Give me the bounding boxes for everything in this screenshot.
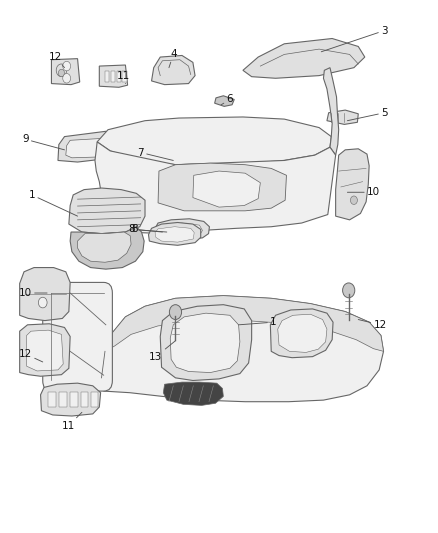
Polygon shape bbox=[278, 314, 327, 352]
Circle shape bbox=[58, 69, 64, 77]
Polygon shape bbox=[20, 324, 70, 376]
Polygon shape bbox=[58, 131, 120, 162]
Polygon shape bbox=[193, 171, 260, 207]
Text: 13: 13 bbox=[149, 341, 176, 361]
Polygon shape bbox=[170, 313, 240, 373]
Text: 1: 1 bbox=[28, 190, 78, 216]
Text: 11: 11 bbox=[117, 70, 130, 84]
Polygon shape bbox=[105, 296, 384, 351]
Polygon shape bbox=[160, 305, 252, 381]
Polygon shape bbox=[148, 222, 201, 245]
Polygon shape bbox=[69, 188, 145, 233]
Text: 12: 12 bbox=[49, 52, 64, 68]
Polygon shape bbox=[95, 142, 336, 233]
Polygon shape bbox=[323, 68, 339, 155]
Polygon shape bbox=[215, 96, 234, 107]
Polygon shape bbox=[243, 38, 365, 78]
Bar bbox=[117, 71, 121, 82]
Circle shape bbox=[63, 61, 71, 71]
Circle shape bbox=[220, 140, 236, 159]
Polygon shape bbox=[78, 232, 131, 262]
Polygon shape bbox=[155, 219, 209, 240]
Text: 10: 10 bbox=[19, 288, 47, 298]
Text: 4: 4 bbox=[169, 50, 177, 68]
Polygon shape bbox=[327, 110, 358, 124]
Polygon shape bbox=[97, 117, 331, 165]
Polygon shape bbox=[152, 55, 195, 85]
Bar bbox=[91, 392, 99, 407]
Text: 10: 10 bbox=[347, 187, 380, 197]
Circle shape bbox=[343, 283, 355, 298]
Text: 8: 8 bbox=[131, 224, 162, 235]
Circle shape bbox=[187, 141, 203, 160]
Polygon shape bbox=[20, 268, 70, 320]
Bar bbox=[105, 71, 110, 82]
Polygon shape bbox=[102, 296, 384, 402]
Circle shape bbox=[39, 297, 47, 308]
Circle shape bbox=[170, 305, 182, 319]
Polygon shape bbox=[336, 149, 369, 220]
Polygon shape bbox=[163, 382, 223, 406]
Polygon shape bbox=[179, 127, 247, 172]
Bar bbox=[70, 392, 78, 407]
Text: 11: 11 bbox=[62, 413, 82, 431]
Circle shape bbox=[215, 135, 240, 165]
Text: 9: 9 bbox=[22, 134, 64, 150]
Polygon shape bbox=[70, 227, 144, 269]
Text: 5: 5 bbox=[347, 108, 388, 120]
Text: 7: 7 bbox=[138, 148, 173, 160]
Polygon shape bbox=[41, 383, 101, 416]
FancyBboxPatch shape bbox=[43, 282, 113, 391]
Bar bbox=[81, 392, 88, 407]
Text: 3: 3 bbox=[321, 26, 388, 52]
Polygon shape bbox=[66, 138, 113, 158]
Polygon shape bbox=[51, 59, 80, 85]
Text: 12: 12 bbox=[19, 349, 43, 362]
Text: 8: 8 bbox=[129, 224, 167, 235]
Circle shape bbox=[183, 136, 207, 166]
Circle shape bbox=[350, 196, 357, 205]
Text: 1: 1 bbox=[239, 317, 277, 327]
Bar bbox=[48, 392, 56, 407]
Bar bbox=[59, 392, 67, 407]
Polygon shape bbox=[155, 227, 194, 242]
Text: 12: 12 bbox=[358, 319, 387, 330]
Text: 6: 6 bbox=[221, 94, 233, 105]
Polygon shape bbox=[99, 65, 127, 87]
Polygon shape bbox=[161, 223, 202, 237]
Polygon shape bbox=[27, 330, 63, 371]
Polygon shape bbox=[270, 309, 333, 358]
Polygon shape bbox=[158, 163, 286, 211]
Bar bbox=[122, 71, 127, 82]
Circle shape bbox=[63, 74, 71, 83]
Bar bbox=[111, 71, 116, 82]
